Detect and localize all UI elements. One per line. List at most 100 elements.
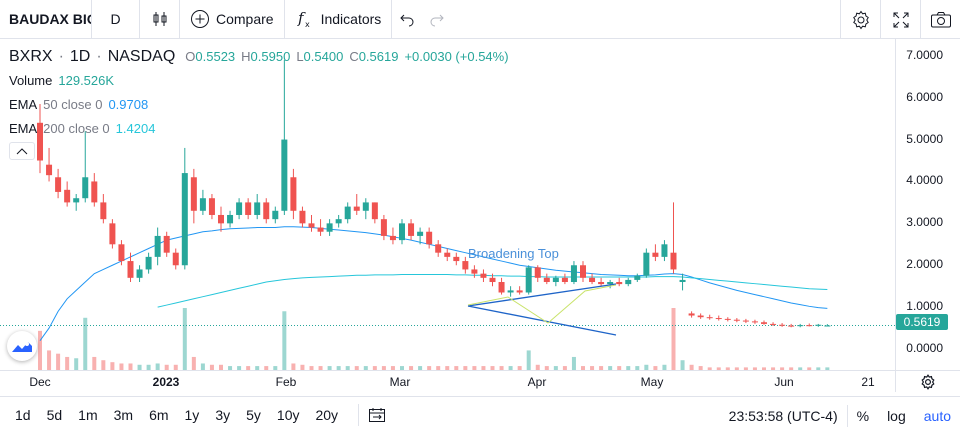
interval-button[interactable]: D [92, 0, 140, 39]
candle-body [281, 139, 288, 211]
range-button-3m[interactable]: 3m [113, 407, 134, 423]
legend-dot: · [58, 48, 64, 65]
price-tick-label: 5.0000 [906, 131, 943, 146]
candle-body [453, 256, 460, 262]
interval-label: D [110, 11, 121, 27]
price-tick-label: 4.0000 [906, 173, 943, 188]
undo-icon [400, 14, 414, 27]
range-button-5d[interactable]: 5d [46, 407, 63, 423]
candle-body [435, 244, 442, 253]
candle-body [417, 231, 424, 236]
open-label: O [185, 49, 196, 64]
high-label: H [241, 49, 251, 64]
undo-button[interactable] [392, 0, 422, 39]
volume-bar [499, 366, 504, 370]
candle-body [779, 324, 786, 326]
volume-bar [789, 367, 794, 370]
price-tick-label: 7.0000 [906, 47, 943, 62]
candle-body [806, 325, 813, 327]
auto-toggle[interactable]: auto [915, 397, 960, 434]
compare-button[interactable]: Compare [180, 0, 285, 39]
candle-body [136, 269, 143, 278]
candle-body [516, 290, 523, 293]
price-axis[interactable]: 7.0000 6.0000 5.0000 4.0000 3.0000 2.0000 1.00… [895, 39, 960, 370]
price-tick-label: 6.0000 [906, 89, 943, 104]
price-tick-label: 1.0000 [906, 299, 943, 314]
date-range-group: 1d 5d 1m 3m 6m 1y 3y 5y 10y 20y [0, 397, 346, 434]
chart-pane[interactable]: Broadening Top [0, 39, 960, 395]
fullscreen-button[interactable] [880, 0, 920, 39]
candle-body [724, 318, 731, 320]
volume-bar [47, 350, 52, 370]
range-button-1d[interactable]: 1d [15, 407, 31, 423]
candle-body [236, 202, 243, 215]
candle-body [127, 261, 134, 278]
range-button-5y[interactable]: 5y [246, 407, 261, 423]
log-label: log [887, 407, 906, 424]
candle-body [706, 317, 713, 319]
log-toggle[interactable]: log [878, 397, 915, 434]
svg-text:x: x [305, 20, 310, 29]
last-price-label: 0.5619 [896, 314, 948, 330]
timezone-clock[interactable]: 23:53:58 (UTC-4) [720, 397, 847, 434]
legend-ema200-row[interactable]: EMA 200 close 0 1.4204 [9, 117, 509, 141]
candle-body [570, 265, 577, 283]
volume-bar [816, 367, 821, 370]
legend-symbol: BXRX [9, 48, 53, 65]
symbol-search-button[interactable]: BAUDAX BIO [0, 0, 92, 39]
range-button-20y[interactable]: 20y [315, 407, 339, 423]
chart-style-button[interactable] [140, 0, 180, 39]
volume-bar [228, 366, 233, 370]
candle-body [154, 235, 161, 257]
volume-bar [219, 364, 223, 370]
volume-bar [662, 364, 667, 370]
pattern-label: Broadening Top [468, 246, 559, 261]
camera-icon [930, 11, 951, 27]
range-button-10y[interactable]: 10y [276, 407, 300, 423]
range-button-1m[interactable]: 1m [78, 407, 98, 423]
go-to-date-button[interactable] [359, 397, 395, 434]
ema50-params: 50 close 0 [43, 97, 103, 112]
volume-bar [617, 366, 622, 370]
percent-toggle[interactable]: % [848, 397, 878, 434]
candle-body [245, 202, 252, 215]
volume-bar [372, 366, 377, 370]
candle-body [181, 173, 188, 266]
volume-bar [418, 366, 423, 370]
candle-body [444, 252, 451, 257]
volume-bar [481, 366, 486, 370]
range-button-3y[interactable]: 3y [215, 407, 231, 423]
separator [358, 404, 360, 426]
legend-ema50-row[interactable]: EMA 50 close 0 0.9708 [9, 93, 509, 117]
volume-bar [490, 366, 495, 370]
compare-label: Compare [216, 11, 274, 27]
candle-body [751, 321, 758, 323]
volume-bar [734, 367, 739, 370]
time-axis[interactable]: Dec 2023 Feb Mar Apr May Jun 21 [0, 370, 895, 392]
axis-settings-button[interactable] [895, 370, 960, 392]
candle-body [543, 277, 550, 283]
volume-bar [644, 364, 649, 370]
candle-body [208, 198, 215, 215]
range-button-6m[interactable]: 6m [149, 407, 169, 423]
ema200-params: 200 close 0 [43, 121, 110, 136]
chevron-up-icon [16, 148, 28, 155]
volume-bar [508, 366, 513, 370]
ema50-value: 0.9708 [108, 97, 149, 112]
redo-button[interactable] [422, 0, 452, 39]
tradingview-logo-button[interactable] [7, 331, 37, 361]
settings-button[interactable] [840, 0, 880, 39]
candle-body [353, 206, 360, 211]
legend-collapse-button[interactable] [9, 142, 35, 160]
volume-bar [771, 367, 776, 370]
volume-bar [363, 366, 368, 370]
range-button-1y[interactable]: 1y [184, 407, 200, 423]
snapshot-button[interactable] [920, 0, 960, 39]
candle-body [109, 223, 116, 245]
pattern-upper-line [467, 283, 617, 307]
legend-volume-row[interactable]: Volume 129.526K [9, 69, 509, 93]
volume-bar [517, 366, 522, 370]
fullscreen-icon [893, 12, 908, 27]
price-chart[interactable]: Broadening Top [0, 39, 895, 370]
